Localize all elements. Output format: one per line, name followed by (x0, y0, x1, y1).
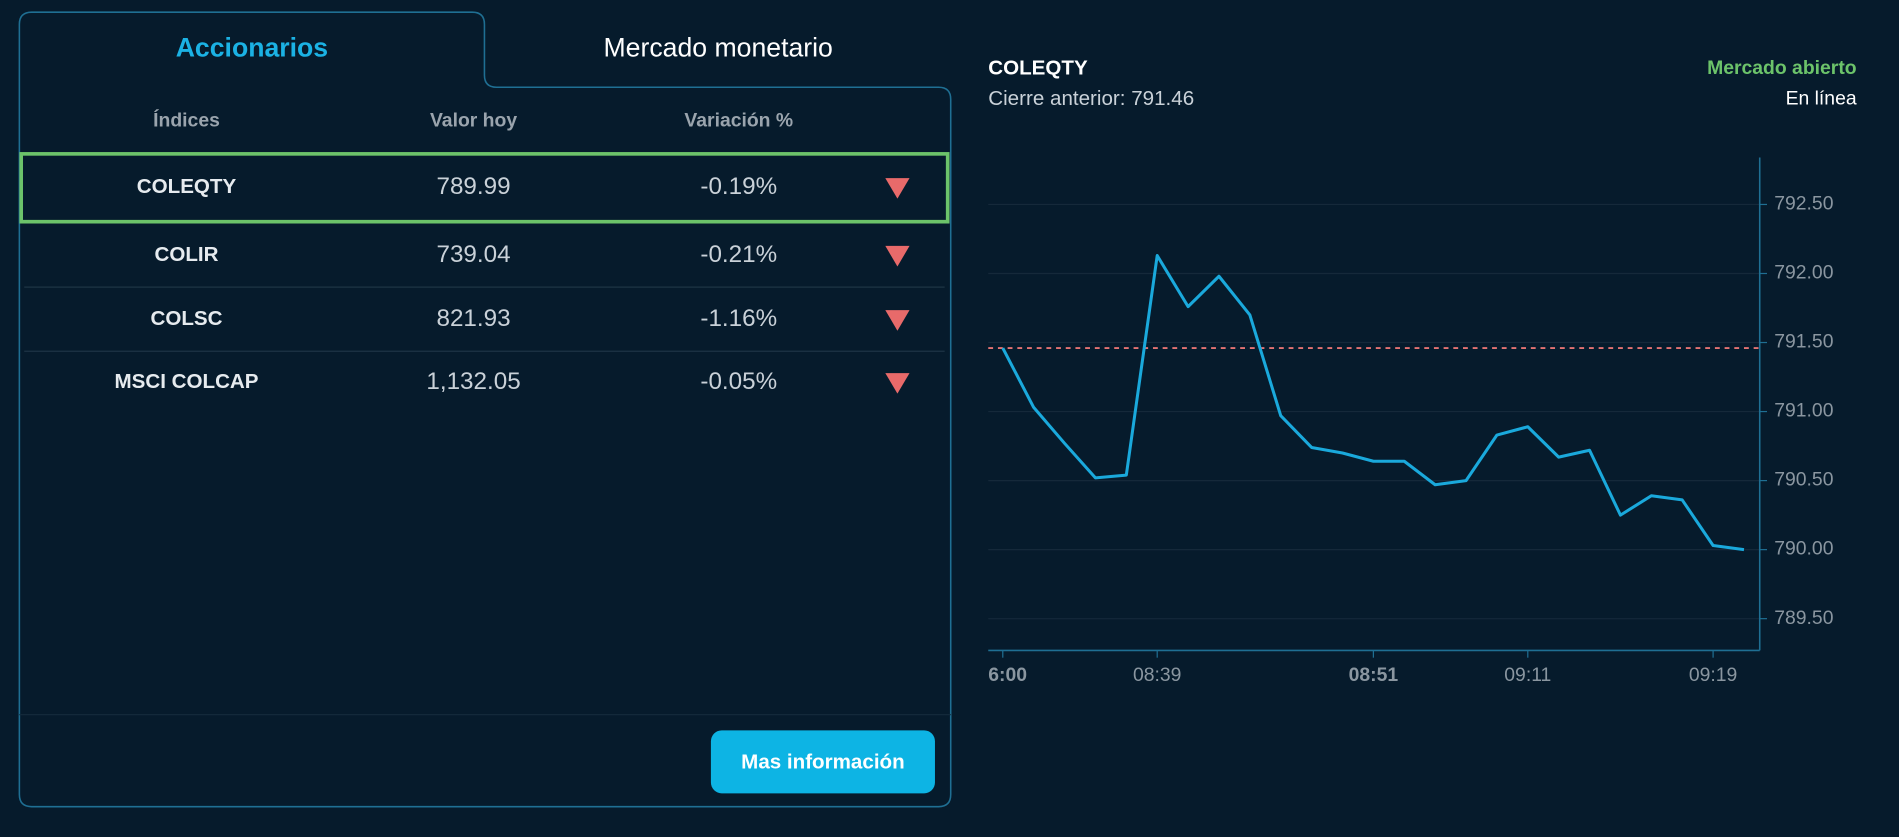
index-name: COLIR (155, 243, 219, 266)
y-tick-label: 791.50 (1774, 331, 1833, 353)
trend-down-icon (885, 310, 910, 331)
y-tick-label: 792.50 (1774, 193, 1833, 215)
tab[interactable]: Mercado monetario (603, 33, 832, 63)
index-change: -1.16% (700, 305, 777, 332)
trend-down-icon (885, 373, 910, 394)
column-header: Índices (153, 108, 220, 131)
selected-row (19, 152, 950, 224)
y-tick-label: 792.00 (1774, 262, 1833, 284)
index-name: COLSC (150, 307, 222, 330)
y-tick-label: 791.00 (1774, 400, 1833, 422)
y-tick-label: 790.50 (1774, 469, 1833, 491)
chart-subtitle: Cierre anterior: 791.46 (988, 87, 1194, 110)
button-label[interactable]: Mas información (741, 750, 905, 773)
index-value: 1,132.05 (426, 368, 520, 395)
index-name: MSCI COLCAP (114, 370, 258, 393)
y-tick-label: 790.00 (1774, 538, 1833, 560)
index-change: -0.05% (700, 368, 777, 395)
market-status-detail: En línea (1786, 87, 1857, 109)
tab-active[interactable]: Accionarios (176, 33, 328, 63)
index-value: 789.99 (436, 173, 510, 200)
y-tick-label: 789.50 (1774, 607, 1833, 629)
index-value: 821.93 (436, 305, 510, 332)
x-tick-label: 09:19 (1689, 664, 1737, 686)
index-change: -0.21% (700, 241, 777, 268)
trend-down-icon (885, 245, 910, 267)
price-line (1001, 254, 1745, 552)
panel-outline (18, 11, 952, 808)
x-tick-label: 6:00 (988, 664, 1027, 686)
index-change: -0.19% (700, 173, 777, 200)
column-header: Variación % (684, 109, 793, 131)
market-status: Mercado abierto (1707, 57, 1857, 79)
index-name: COLEQTY (137, 175, 237, 198)
x-tick-label: 08:39 (1133, 664, 1181, 686)
column-header: Valor hoy (430, 109, 517, 131)
chart-title: COLEQTY (988, 57, 1088, 80)
more-info-button[interactable] (710, 730, 935, 794)
x-tick-label: 08:51 (1349, 664, 1399, 686)
trend-down-icon (885, 178, 910, 199)
x-tick-label: 09:11 (1504, 664, 1551, 686)
index-value: 739.04 (436, 241, 510, 268)
